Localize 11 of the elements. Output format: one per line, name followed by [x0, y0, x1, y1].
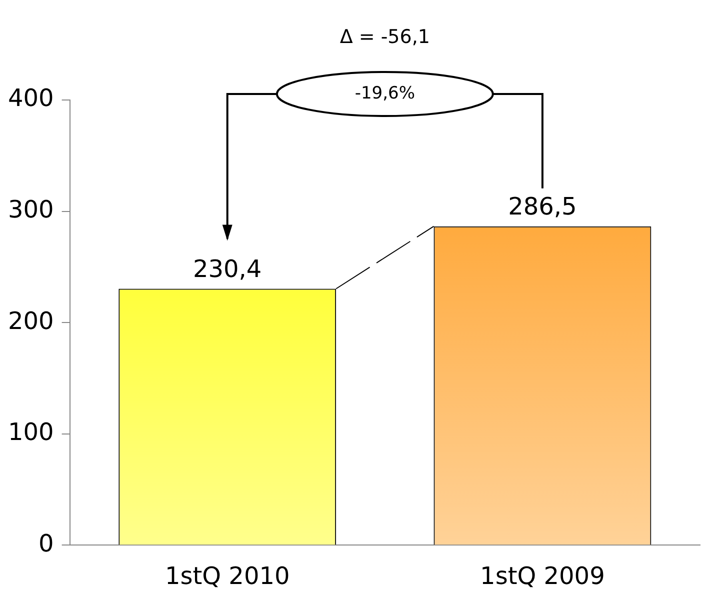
- data-label: 286,5: [508, 192, 577, 221]
- y-tick-label: 400: [8, 84, 54, 112]
- annotation: -19,6%: [354, 83, 415, 104]
- y-tick-label: 100: [8, 418, 54, 446]
- data-label: 230,4: [192, 255, 262, 283]
- text: Δ = -56,1: [340, 26, 430, 48]
- x-tick-label: 1stQ 2009: [480, 562, 605, 590]
- x-tick-label: 1stQ 2010: [164, 562, 290, 590]
- y-tick-label: 300: [8, 196, 54, 224]
- y-tick-label: 200: [8, 306, 54, 335]
- y-tick-label: 0: [38, 529, 54, 558]
